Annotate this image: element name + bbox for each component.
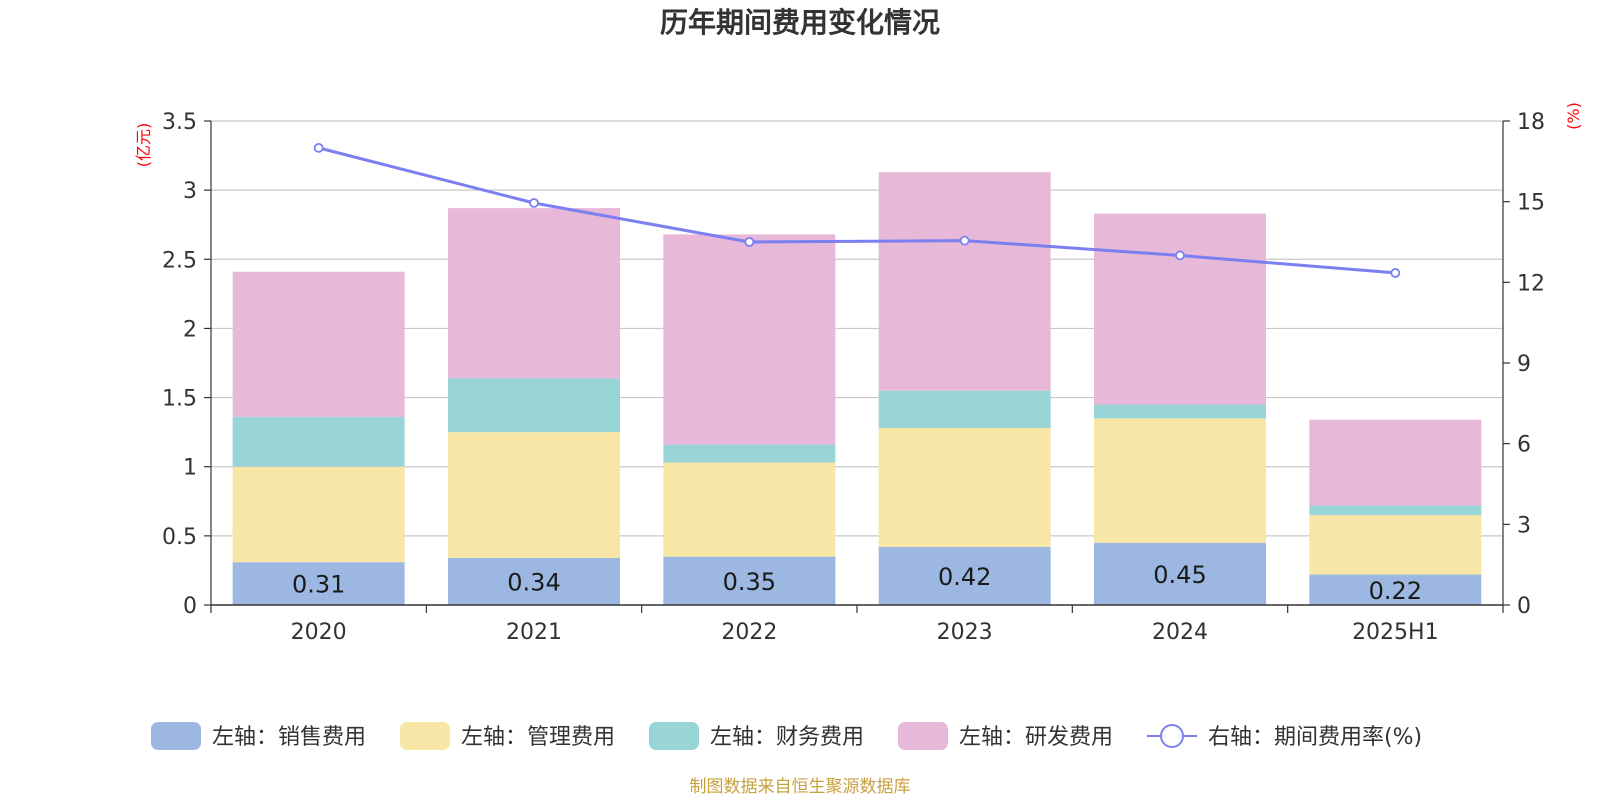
bar-data-label: 0.45: [1153, 561, 1206, 589]
bars: [232, 172, 1482, 605]
right-axis-tick-label: 6: [1517, 433, 1531, 458]
bar-segment-series-1: [232, 466, 405, 563]
bar-segment-series-3: [878, 172, 1051, 391]
bar-segment-series-3: [448, 208, 620, 379]
axes: 0 0.5 1 1.5 2 2.5 3 3.5 0 3 6 9 12 15 18 2020 2021 2022 20…: [134, 102, 1583, 645]
bar-segment-series-0: [878, 546, 1051, 605]
right-axis-tick-label: 0: [1517, 594, 1531, 619]
right-axis-tick-label: 18: [1517, 110, 1545, 135]
bar-segment-series-2: [448, 378, 620, 433]
x-axis-tick-label: 2025H1: [1352, 620, 1439, 645]
bar-segment-series-1: [663, 462, 836, 557]
left-axis-tick-label: 2: [183, 317, 197, 342]
left-axis-tick-label: 2.5: [162, 248, 197, 273]
rate-line-point: [313, 142, 324, 153]
bar-segment-series-3: [232, 271, 405, 417]
left-axis-tick-label: 1.5: [162, 387, 197, 412]
legend-swatch-series-2: [649, 722, 699, 750]
right-axis-tick-label: 15: [1517, 191, 1545, 216]
bar-segment-series-0: [1309, 574, 1482, 605]
legend-swatch-series-0: [151, 722, 201, 750]
rate-line-point: [1390, 268, 1401, 278]
bar-segment-series-2: [663, 444, 836, 463]
rate-line: [313, 142, 1401, 278]
bar-data-label: 0.34: [507, 568, 560, 596]
left-axis-tick-label: 0.5: [162, 525, 197, 550]
legend-circle-icon: [1160, 724, 1184, 748]
legend-label-series-3: 左轴：研发费用: [959, 725, 1113, 750]
legend-swatch-series-3: [898, 722, 948, 750]
left-axis-unit: (亿元): [134, 123, 153, 168]
right-axis-tick-label: 3: [1517, 513, 1531, 538]
bar-segment-series-0: [448, 557, 620, 605]
right-axis-tick-label: 9: [1517, 352, 1531, 377]
legend-label-series-0: 左轴：销售费用: [212, 725, 366, 750]
bar-segment-series-0: [663, 556, 836, 605]
grid: [211, 120, 1503, 537]
bar-segment-series-1: [448, 432, 620, 558]
rate-line-path: [318, 146, 1396, 275]
bar-segment-series-1: [878, 427, 1051, 547]
left-axis-tick-label: 0: [183, 594, 197, 619]
bar-segment-series-0: [1094, 542, 1266, 605]
legend: 左轴：销售费用 左轴：管理费用 左轴：财务费用 左轴：研发费用 右轴：期间费用率(%): [151, 722, 1422, 750]
source-note: 制图数据来自恒生聚源数据库: [690, 777, 911, 797]
bar-segment-series-3: [1309, 419, 1482, 506]
rate-line-point: [1175, 250, 1185, 261]
bar-segment-series-2: [1094, 404, 1266, 419]
left-axis-tick-label: 1: [183, 456, 197, 481]
rate-line-point: [744, 237, 755, 247]
bar-data-label: 0.22: [1369, 577, 1422, 605]
bar-data-label: 0.35: [723, 568, 776, 596]
bar-segment-series-3: [663, 234, 836, 445]
bar-data-label: 0.42: [938, 563, 991, 591]
x-axis-tick-label: 2023: [937, 620, 993, 645]
x-axis-tick-label: 2024: [1152, 620, 1208, 645]
left-axis-tick-label: 3: [183, 179, 197, 204]
bar-segment-series-2: [878, 390, 1051, 428]
bar-segment-series-0: [232, 562, 405, 605]
right-axis-unit: (%): [1564, 102, 1583, 130]
legend-label-series-4: 右轴：期间费用率(%): [1208, 725, 1422, 750]
rate-line-point: [529, 198, 539, 208]
bar-segment-series-3: [1094, 213, 1266, 405]
bar-segment-series-1: [1094, 418, 1266, 543]
rate-line-point: [959, 235, 970, 246]
left-axis-tick-label: 3.5: [162, 110, 197, 135]
legend-label-series-2: 左轴：财务费用: [710, 725, 864, 750]
bar-segment-series-2: [1309, 505, 1482, 516]
legend-label-series-1: 左轴：管理费用: [461, 725, 615, 750]
bar-segment-series-1: [1309, 515, 1482, 575]
legend-swatch-series-1: [400, 722, 450, 750]
x-axis-tick-label: 2022: [721, 620, 777, 645]
x-axis-tick-label: 2020: [291, 620, 347, 645]
x-axis-tick-label: 2021: [506, 620, 562, 645]
right-axis-tick-label: 12: [1517, 271, 1545, 296]
chart-title: 历年期间费用变化情况: [660, 6, 940, 39]
bar-segment-series-2: [232, 416, 405, 467]
data-labels: 0.31 0.34 0.35 0.42 0.45 0.22: [292, 561, 1422, 605]
bar-data-label: 0.31: [292, 571, 345, 599]
